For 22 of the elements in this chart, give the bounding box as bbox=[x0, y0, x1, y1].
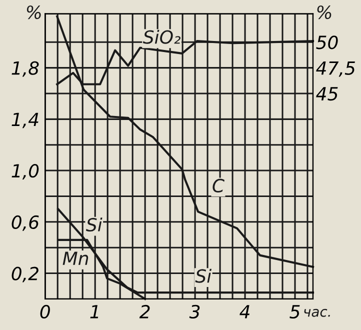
y-axis-title: % bbox=[26, 5, 41, 20]
series-label: Si bbox=[86, 218, 102, 232]
y2-tick-label: 50 bbox=[316, 36, 338, 50]
y2-axis-title: % bbox=[317, 5, 332, 20]
series-label: SiO₂ bbox=[142, 30, 180, 44]
y-tick-label: 1,0 bbox=[12, 164, 39, 180]
x-tick-label: 4 bbox=[240, 305, 250, 318]
y-tick-label: 1,4 bbox=[12, 112, 38, 128]
y-tick-label: 0,6 bbox=[12, 215, 39, 231]
y2-tick-label: 47,5 bbox=[316, 62, 355, 77]
annotation: Si bbox=[195, 268, 212, 283]
x-tick-label: 3 bbox=[189, 304, 200, 319]
series-label: Mn bbox=[62, 252, 88, 265]
x-tick-label: 2 bbox=[139, 304, 150, 318]
y-tick-label: 1,8 bbox=[12, 61, 39, 77]
x-axis-title: час. bbox=[304, 308, 330, 317]
x-tick-label: 5 bbox=[290, 305, 300, 319]
y-tick-label: 0,2 bbox=[12, 266, 38, 282]
series-label: C bbox=[212, 178, 224, 192]
x-tick-label: 0 bbox=[40, 304, 50, 319]
y2-tick-label: 45 bbox=[316, 87, 338, 101]
x-tick-label: 1 bbox=[90, 305, 98, 318]
